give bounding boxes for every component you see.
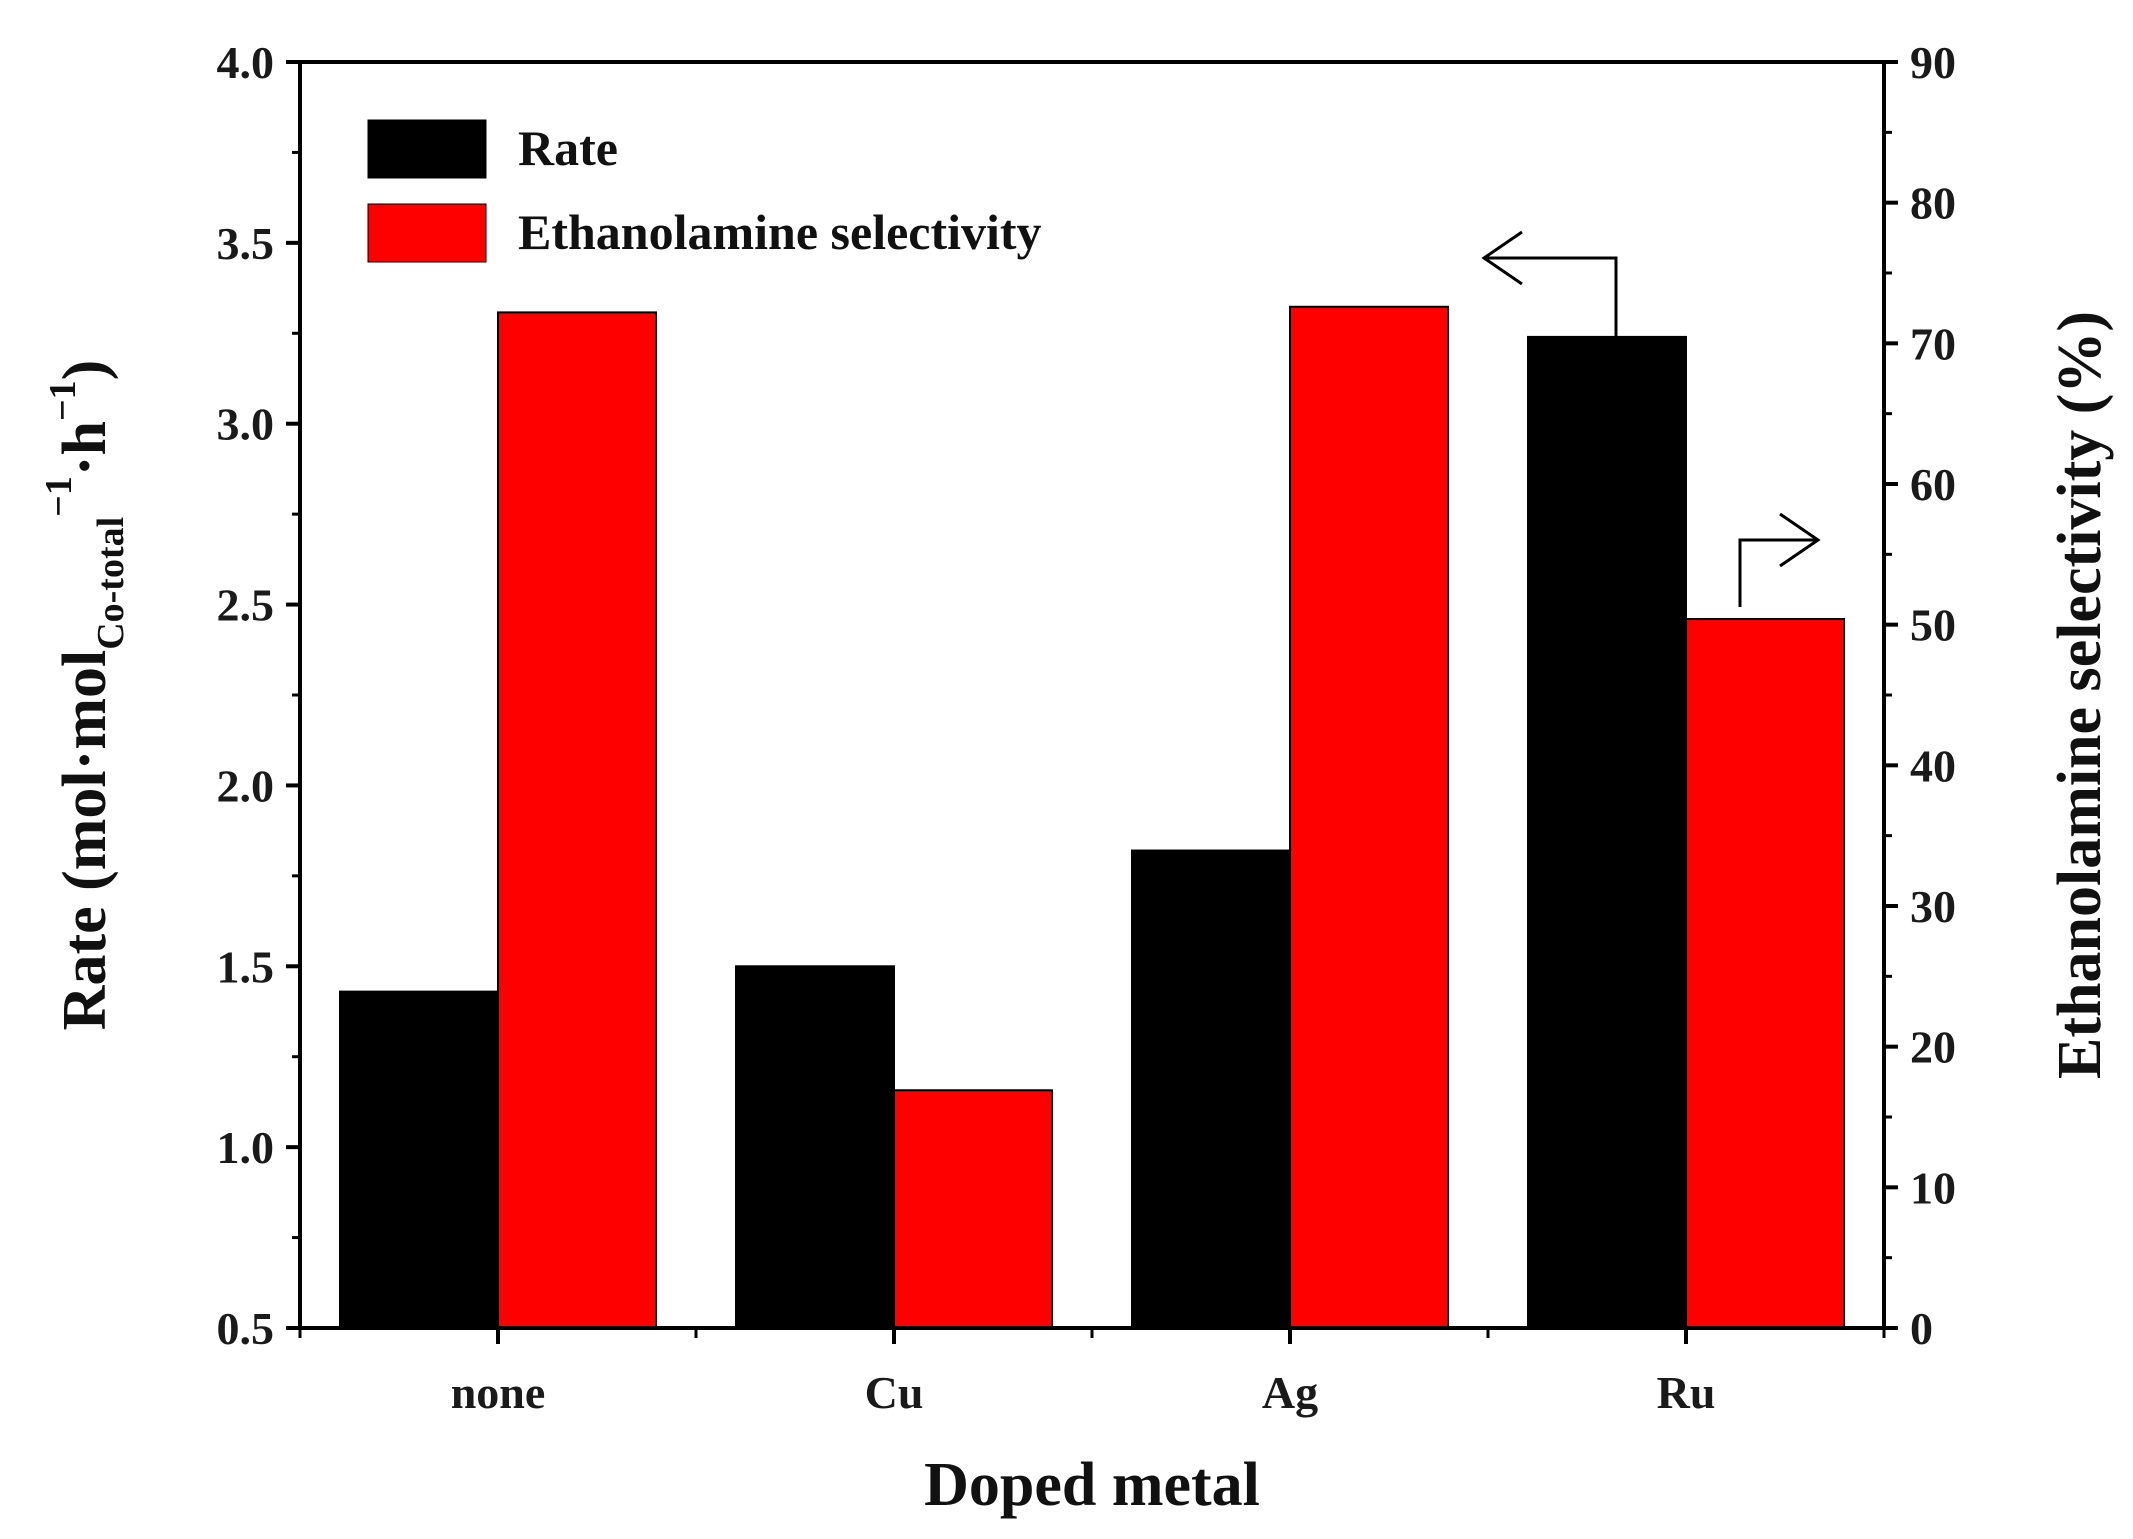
y-tick-label: 2.5 [217,580,275,631]
x-tick-label: Ru [1657,1367,1716,1418]
legend-swatch-rate [367,119,487,179]
x-tick-label: Ag [1262,1367,1318,1418]
ticks-layer: 0.5 1.0 1.5 2.0 2.5 3.0 3.5 4.0 0 10 20 30 40 50 60 70 8… [217,37,1957,1418]
bar-rate-ag [1131,849,1291,1330]
y2-tick-label: 10 [1910,1162,1956,1213]
arrow-rate-shaft [1484,256,1618,337]
arrow-selectivity-to-right-axis [1738,512,1821,608]
y-title-main: Rate (mol·mol [51,650,119,1031]
y-title-close: ) [51,360,119,381]
y-title-middle: ·h [51,421,119,476]
annotations [1481,230,1821,608]
bar-selectivity-ru [1685,618,1845,1329]
y2-tick-label: 90 [1910,37,1956,88]
y-tick-label: 0.5 [217,1303,275,1354]
legend-label-rate: Rate [518,120,618,176]
legend-swatch-selectivity [367,203,487,263]
y-tick-label: 4.0 [217,37,275,88]
bars-layer [339,305,1845,1330]
y-tick-label: 2.0 [217,760,275,811]
y2-tick-label: 50 [1910,600,1956,651]
arrow-rate-head [1481,230,1523,286]
y2-tick-label: 40 [1910,740,1956,791]
y2-tick-label: 30 [1910,881,1956,932]
y-title-superscript-2: −1 [42,380,84,421]
y-tick-label: 1.0 [217,1122,275,1173]
y-axis-title: Rate (mol·molCo-total−1·h−1) [38,360,132,1031]
x-axis-title: Doped metal [924,1451,1260,1519]
y2-tick-label: 0 [1910,1303,1933,1354]
y-tick-label: 1.5 [217,941,275,992]
arrow-selectivity-head [1779,512,1821,568]
y2-tick-label: 20 [1910,1022,1956,1073]
y-tick-label: 3.5 [217,218,275,269]
x-tick-label: Cu [865,1367,924,1418]
y2-tick-label: 70 [1910,318,1956,369]
x-tick-label: none [451,1367,546,1418]
legend: Rate Ethanolamine selectivity [367,119,1042,263]
legend-label-selectivity: Ethanolamine selectivity [518,204,1042,260]
y2-axis-title: Ethanolamine selectivity (%) [2046,311,2114,1079]
y-tick-label: 3.0 [217,399,275,450]
y-title-subscript: Co-total [90,517,132,650]
bar-rate-none [339,990,499,1329]
bar-rate-cu [735,965,895,1329]
bar-selectivity-ag [1289,305,1449,1329]
arrow-selectivity-shaft [1738,538,1818,608]
bar-selectivity-cu [893,1089,1053,1329]
arrow-rate-to-left-axis [1481,230,1618,337]
y2-tick-label: 60 [1910,459,1956,510]
y2-tick-label: 80 [1910,178,1956,229]
y-title-superscript-1: −1 [38,476,80,517]
bar-selectivity-none [497,311,657,1329]
bar-rate-ru [1527,335,1687,1330]
